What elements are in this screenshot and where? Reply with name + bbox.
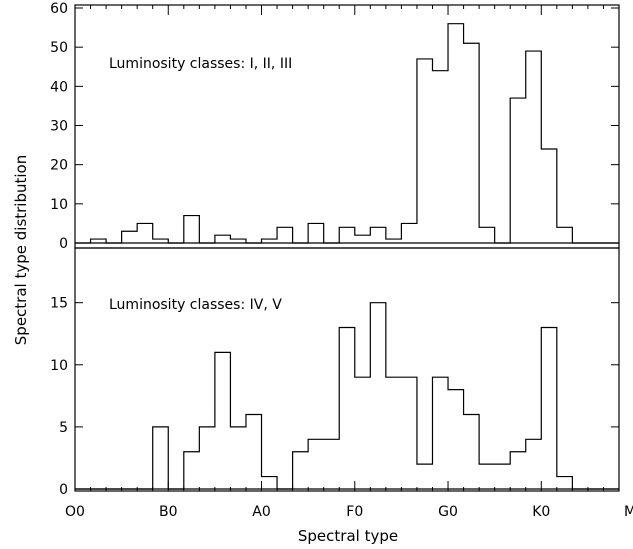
histogram-bar xyxy=(277,227,293,243)
histogram-bar xyxy=(355,235,371,243)
plot-frame xyxy=(74,247,620,492)
x-tick-label: B0 xyxy=(159,504,178,520)
histogram-bar xyxy=(153,239,169,243)
histogram-bar xyxy=(401,377,417,489)
histogram-bar xyxy=(91,239,107,243)
panel-1: 0 10 20 30 40 50 60 Luminosity classes: I, II, … xyxy=(50,1,620,252)
histogram-bar xyxy=(557,477,573,489)
y-tick-label: 20 xyxy=(50,158,68,174)
histogram-bar xyxy=(370,303,386,489)
panel-annotation: Luminosity classes: IV, V xyxy=(109,297,282,313)
x-tick-label: G0 xyxy=(438,504,458,520)
histogram-bar xyxy=(153,427,169,489)
histogram-bar xyxy=(464,414,480,489)
histogram-bar xyxy=(557,227,573,243)
histogram-bar xyxy=(324,439,340,489)
histogram-bar xyxy=(510,98,526,243)
y-tick-label: 15 xyxy=(50,296,68,312)
x-tick-label: A0 xyxy=(252,504,270,520)
histogram-bar xyxy=(199,427,215,489)
histogram-series xyxy=(75,23,619,244)
histogram-bar xyxy=(308,439,324,489)
x-tick-label: O0 xyxy=(65,504,85,520)
y-tick-label: 50 xyxy=(50,40,68,56)
histogram-bar xyxy=(215,235,231,243)
histogram-bar xyxy=(541,328,557,489)
histogram-bar xyxy=(246,414,262,489)
panel-annotation: Luminosity classes: I, II, III xyxy=(109,56,292,72)
histogram-bar xyxy=(386,239,402,243)
y-axis-label: Spectral type distribution xyxy=(12,155,30,345)
x-tick-label: M0 xyxy=(624,504,633,520)
histogram-bar xyxy=(495,464,511,489)
x-axis-label: Spectral type xyxy=(298,527,398,545)
histogram-bar xyxy=(464,43,480,243)
histogram-bar xyxy=(417,59,433,243)
histogram-bar xyxy=(355,377,371,489)
histogram-bar xyxy=(230,427,246,489)
histogram-bar xyxy=(386,377,402,489)
x-tick-labels: O0 B0 A0 F0 G0 K0 M0 xyxy=(65,504,633,520)
histogram-bar xyxy=(526,439,542,489)
y-tick-label: 30 xyxy=(50,119,68,135)
y-tick-label: 60 xyxy=(50,1,68,17)
histogram-bar xyxy=(526,51,542,243)
y-tick-label: 0 xyxy=(59,482,68,498)
y-tick-label: 10 xyxy=(50,197,68,213)
x-tick-label: K0 xyxy=(532,504,550,520)
histogram-bar xyxy=(184,452,200,489)
histogram-bar xyxy=(510,452,526,489)
histogram-bar xyxy=(339,227,355,243)
histogram-bar xyxy=(448,390,464,489)
histogram-bar xyxy=(262,239,278,243)
y-tick-label: 10 xyxy=(50,358,68,374)
histogram-bar xyxy=(370,227,386,243)
histogram-bar xyxy=(308,223,324,243)
histogram-bar xyxy=(432,377,448,489)
histogram-bar xyxy=(432,71,448,243)
panel-2: 0 5 10 15 Luminosity classes: IV, V xyxy=(50,247,620,498)
histogram-bar xyxy=(215,352,231,489)
y-tick-label: 0 xyxy=(59,236,68,252)
histogram-bar xyxy=(184,216,200,243)
histogram-bar xyxy=(401,223,417,243)
histogram-bar xyxy=(122,231,138,243)
x-tick-label: F0 xyxy=(346,504,363,520)
histogram-bar xyxy=(230,239,246,243)
histogram-bar xyxy=(262,477,278,489)
histogram-bar xyxy=(417,464,433,489)
histogram-bar xyxy=(448,24,464,243)
histogram-bar xyxy=(137,223,153,243)
y-tick-label: 40 xyxy=(50,79,68,95)
histogram-bar xyxy=(541,149,557,243)
histogram-bar xyxy=(339,328,355,489)
histogram-bar xyxy=(293,452,309,489)
y-tick-label: 5 xyxy=(59,420,68,436)
histogram-bar xyxy=(479,227,495,243)
histogram-bar xyxy=(479,464,495,489)
histogram-series xyxy=(75,302,619,490)
